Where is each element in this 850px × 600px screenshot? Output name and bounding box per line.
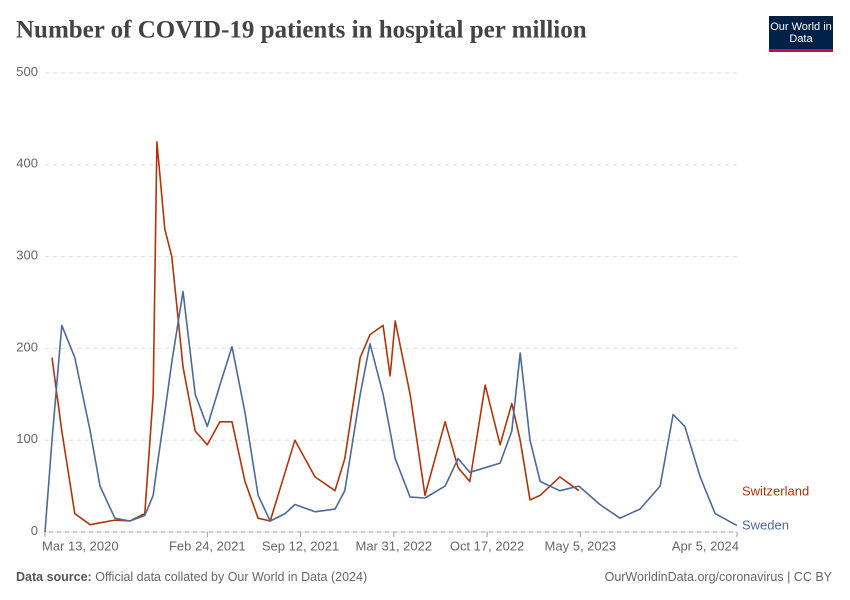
x-tick-label: May 5, 2023	[545, 538, 617, 553]
x-tick-label: Mar 13, 2020	[42, 538, 119, 553]
source-label: Data source:	[16, 570, 92, 584]
source: Data source: Official data collated by O…	[16, 570, 367, 584]
x-tick-label: Feb 24, 2021	[169, 538, 246, 553]
series-line	[44, 290, 738, 533]
credit[interactable]: OurWorldinData.org/coronavirus | CC BY	[604, 570, 832, 584]
x-tick-label: Sep 12, 2021	[262, 538, 339, 553]
logo[interactable]: Our World in Data	[769, 16, 833, 52]
x-tick-label: Oct 17, 2022	[450, 538, 524, 553]
y-tick-label: 500	[16, 64, 38, 79]
series-label: Switzerland	[742, 483, 809, 498]
series-label: Sweden	[742, 517, 789, 532]
chart-title: Number of COVID-19 patients in hospital …	[16, 17, 587, 44]
series-line	[51, 141, 580, 526]
x-tick-label: Mar 31, 2022	[355, 538, 432, 553]
source-text: Official data collated by Our World in D…	[95, 570, 368, 584]
y-tick-label: 100	[16, 431, 38, 446]
y-tick-label: 0	[31, 523, 38, 538]
y-tick-label: 400	[16, 156, 38, 171]
y-tick-label: 200	[16, 339, 38, 354]
x-tick-label: Apr 5, 2024	[672, 538, 739, 553]
y-tick-label: 300	[16, 248, 38, 263]
